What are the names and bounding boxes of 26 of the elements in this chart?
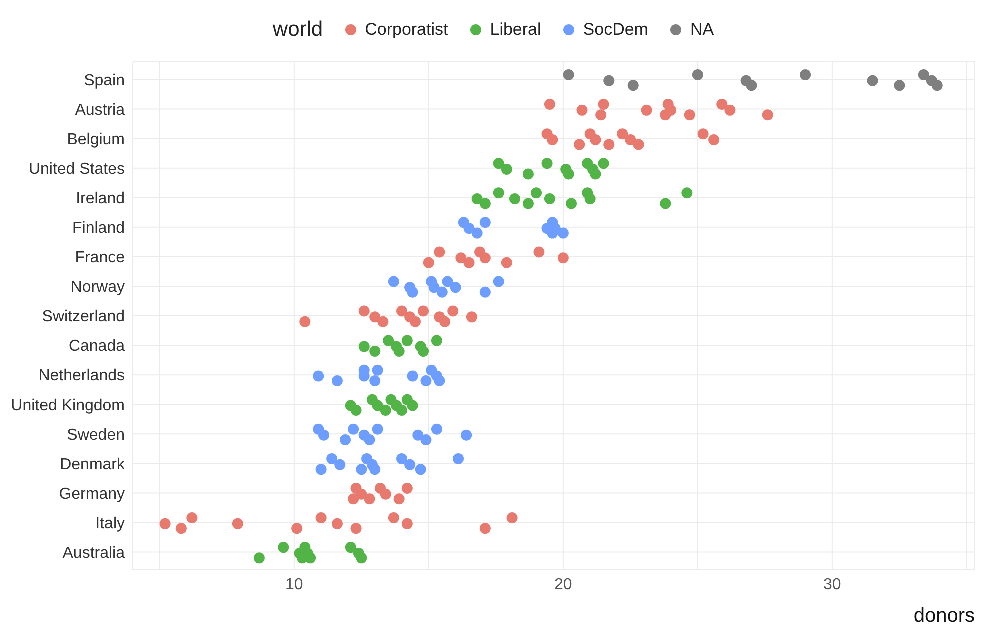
y-tick-label: Sweden (67, 426, 125, 444)
legend-label: Liberal (490, 20, 542, 40)
y-tick-label: Austria (75, 102, 126, 119)
y-tick-label: Germany (59, 486, 125, 503)
y-tick-label: Italy (96, 515, 125, 532)
y-tick-label: United States (28, 161, 125, 178)
x-tick-label: 30 (824, 576, 842, 594)
y-tick-label: Ireland (76, 190, 125, 208)
legend-title: world (272, 18, 324, 42)
y-tick-label: Australia (62, 544, 126, 562)
x-tick-label: 20 (554, 576, 572, 594)
legend-label: Corporatist (365, 20, 448, 40)
y-tick-label: Denmark (60, 456, 126, 474)
y-tick-label: Norway (70, 279, 125, 296)
y-tick-label: Finland (72, 220, 125, 238)
y-tick-label: Canada (68, 338, 126, 356)
x-axis-title: donors (914, 605, 975, 627)
y-tick-label: Spain (84, 72, 125, 90)
y-tick-label: Netherlands (38, 368, 125, 385)
y-tick-label: France (75, 250, 126, 267)
legend-label: NA (690, 20, 714, 40)
y-tick-label: Switzerland (42, 308, 125, 326)
y-tick-label: United Kingdom (11, 397, 125, 414)
y-tick-label: Belgium (67, 131, 125, 148)
legend-label: SocDem (583, 20, 648, 40)
x-tick-label: 10 (286, 576, 304, 594)
